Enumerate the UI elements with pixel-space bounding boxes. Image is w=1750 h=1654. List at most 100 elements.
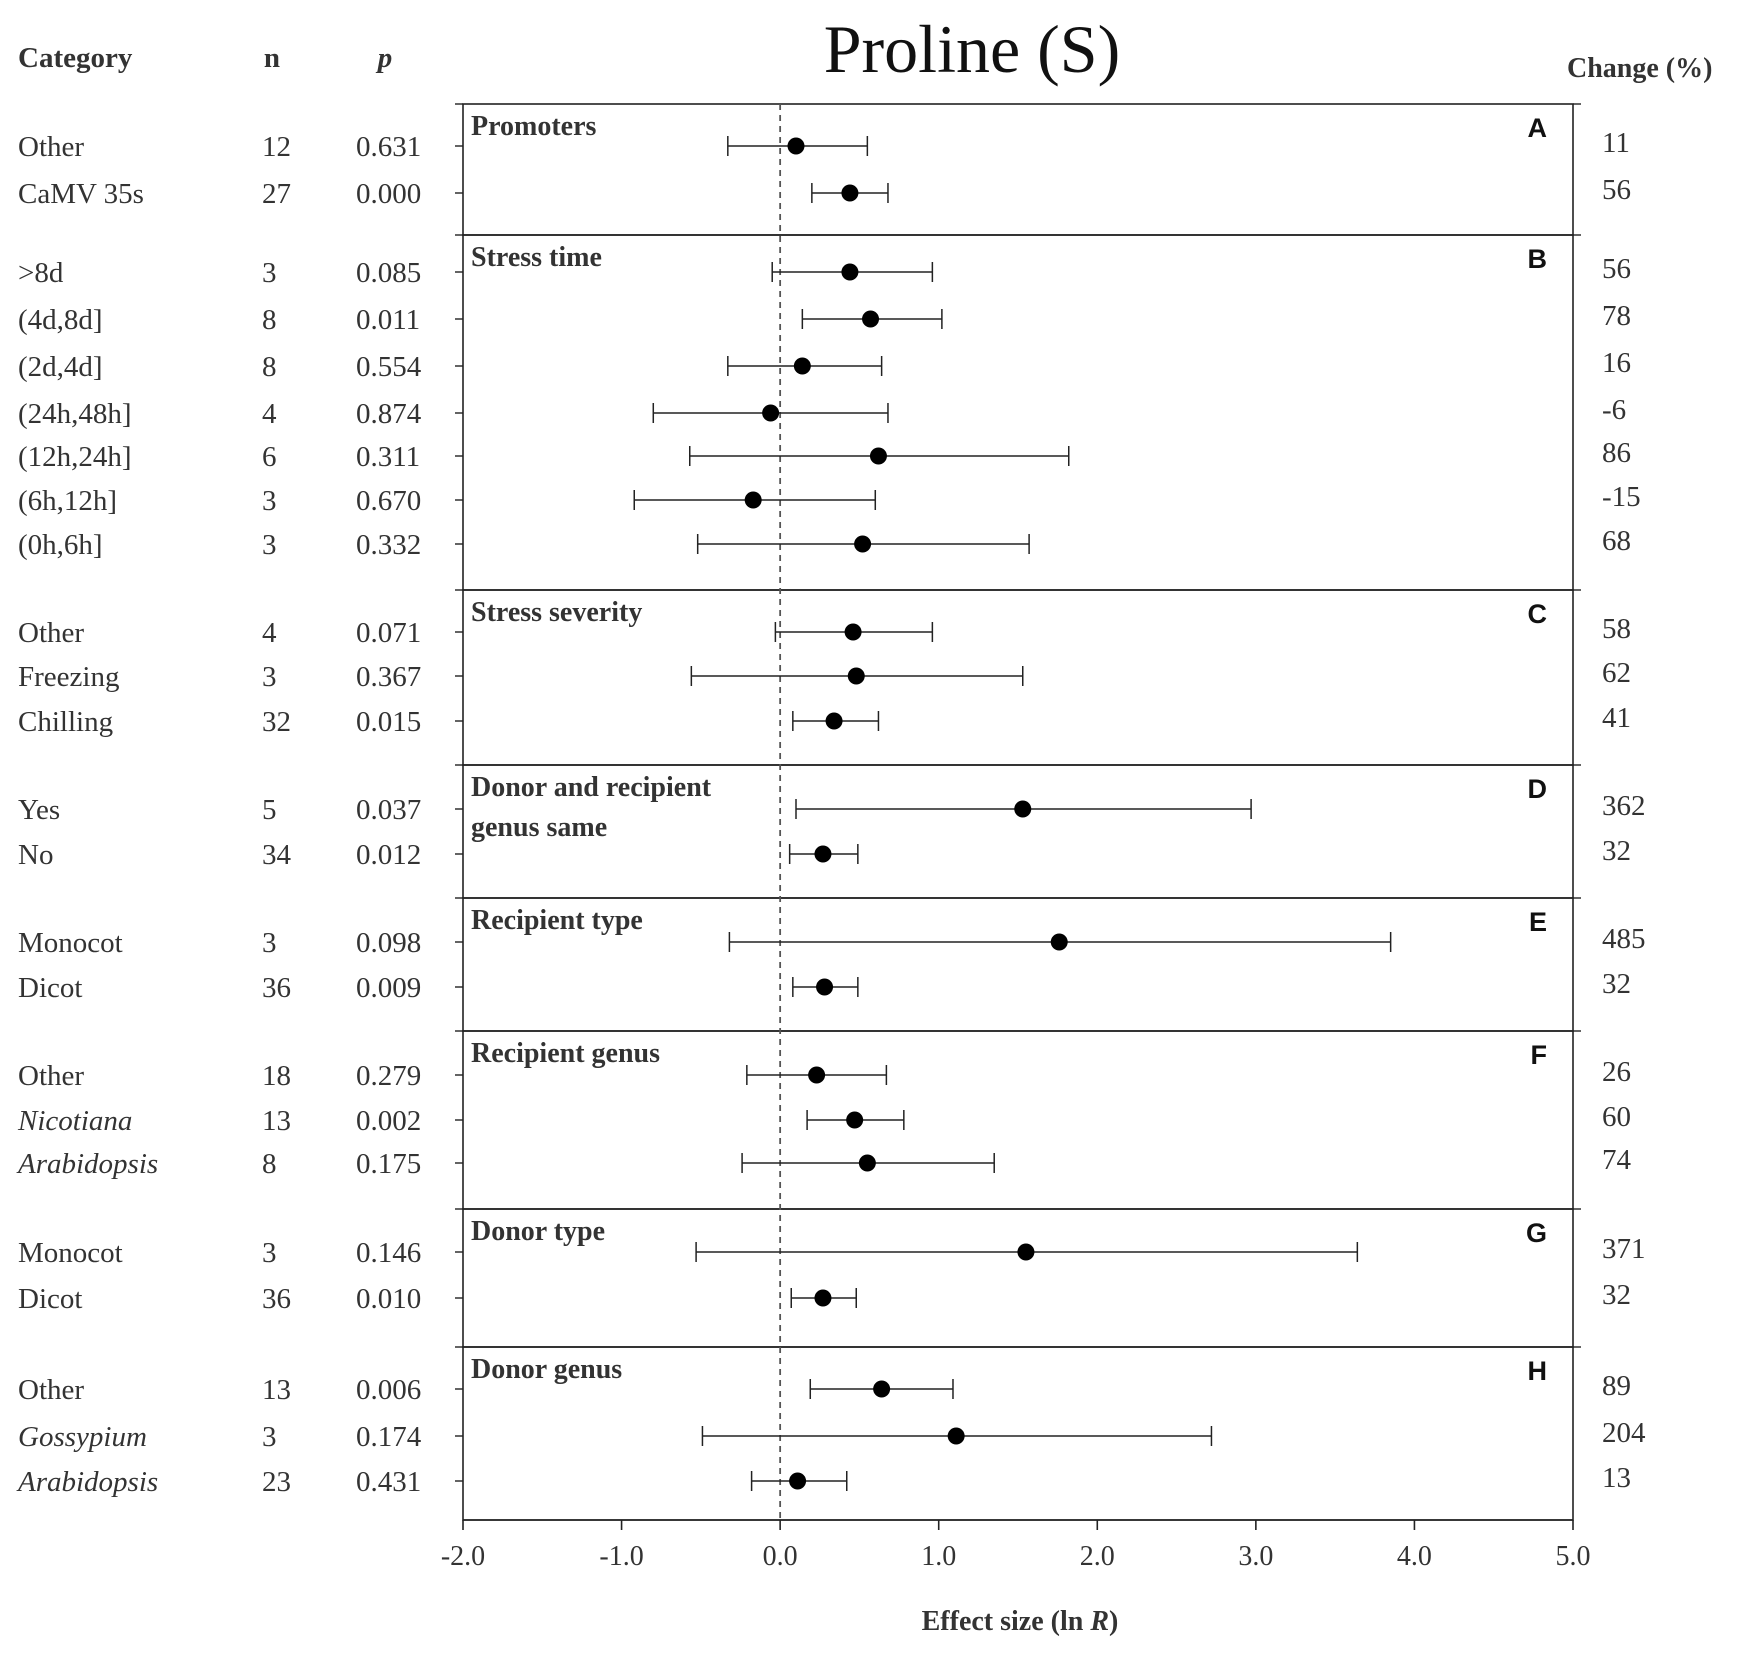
x-tick-label: 4.0	[1397, 1541, 1432, 1572]
row-label: (6h,12h]	[18, 485, 117, 517]
row-p-value: 0.367	[356, 661, 421, 693]
row-n: 12	[262, 131, 291, 163]
panel-title: Recipient genus	[471, 1038, 660, 1069]
row-n: 3	[262, 257, 277, 289]
row-p-value: 0.037	[356, 794, 421, 826]
effect-point	[787, 137, 805, 155]
row-change-percent: 485	[1602, 923, 1646, 955]
effect-point	[762, 404, 780, 422]
row-p-value: 0.146	[356, 1237, 421, 1269]
effect-point	[1017, 1243, 1035, 1261]
row-p-value: 0.011	[356, 304, 420, 336]
row-n: 13	[262, 1105, 291, 1137]
panel-letter: G	[1526, 1218, 1547, 1248]
row-p-value: 0.311	[356, 441, 420, 473]
panel-title: Stress severity	[471, 597, 642, 628]
panel-letter: B	[1528, 244, 1548, 274]
row-n: 18	[262, 1060, 291, 1092]
row-p-value: 0.000	[356, 178, 421, 210]
row-n: 34	[262, 839, 292, 871]
effect-point	[1014, 800, 1032, 818]
row-change-percent: 362	[1602, 790, 1646, 822]
row-p-value: 0.085	[356, 257, 421, 289]
x-tick-label: -2.0	[441, 1541, 485, 1572]
row-p-value: 0.554	[356, 351, 422, 383]
row-n: 4	[262, 617, 277, 649]
effect-point	[873, 1380, 891, 1398]
row-label: Nicotiana	[17, 1105, 132, 1137]
row-label: Freezing	[18, 661, 119, 693]
row-n: 8	[262, 351, 277, 383]
row-n: 27	[262, 178, 291, 210]
row-change-percent: 56	[1602, 253, 1631, 285]
row-label: Other	[18, 617, 84, 649]
row-change-percent: 86	[1602, 437, 1631, 469]
header-category: Category	[18, 42, 133, 74]
row-label: (0h,6h]	[18, 529, 103, 561]
row-label: CaMV 35s	[18, 178, 144, 210]
row-p-value: 0.631	[356, 131, 421, 163]
x-tick-label: 5.0	[1556, 1541, 1591, 1572]
effect-point	[854, 535, 872, 553]
row-n: 3	[262, 927, 277, 959]
panel-title: Donor type	[471, 1216, 605, 1247]
row-n: 3	[262, 1421, 277, 1453]
row-change-percent: 58	[1602, 613, 1631, 645]
row-label: (24h,48h]	[18, 398, 132, 430]
effect-point	[847, 667, 865, 685]
panel-letter: C	[1528, 599, 1548, 629]
chart-title: Proline (S)	[824, 11, 1121, 87]
row-label: (2d,4d]	[18, 351, 103, 383]
panel-title: Promoters	[471, 111, 597, 142]
effect-point	[858, 1154, 876, 1172]
header-change: Change (%)	[1567, 53, 1712, 84]
row-change-percent: 32	[1602, 1279, 1631, 1311]
effect-point	[844, 623, 862, 641]
effect-point	[841, 184, 859, 202]
row-label: (12h,24h]	[18, 441, 132, 473]
row-change-percent: -6	[1602, 394, 1626, 426]
row-p-value: 0.279	[356, 1060, 421, 1092]
row-p-value: 0.175	[356, 1148, 421, 1180]
row-change-percent: 16	[1602, 347, 1631, 379]
panel-title: Donor and recipient	[471, 772, 712, 803]
effect-point	[825, 712, 843, 730]
row-p-value: 0.015	[356, 706, 421, 738]
panel-title: Stress time	[471, 242, 602, 273]
effect-point	[744, 491, 762, 509]
row-change-percent: 62	[1602, 657, 1631, 689]
row-label: Arabidopsis	[16, 1466, 158, 1498]
row-change-percent: 11	[1602, 127, 1630, 159]
row-n: 36	[262, 972, 291, 1004]
effect-point	[814, 845, 832, 863]
row-label: Monocot	[18, 927, 123, 959]
header-layer: Proline (S) Category n p Change (%) Other 12 0.…	[16, 11, 1712, 1498]
row-label: No	[18, 839, 53, 871]
x-tick-label: 2.0	[1080, 1541, 1115, 1572]
row-label: Dicot	[18, 1283, 82, 1315]
effect-point	[816, 978, 834, 996]
row-p-value: 0.098	[356, 927, 421, 959]
effect-point	[793, 357, 811, 375]
row-change-percent: 60	[1602, 1101, 1631, 1133]
row-label: >8d	[18, 257, 64, 289]
effect-point	[814, 1289, 832, 1307]
effect-point	[841, 263, 859, 281]
row-n: 3	[262, 661, 277, 693]
panel-letter: H	[1528, 1356, 1548, 1386]
row-p-value: 0.874	[356, 398, 422, 430]
row-n: 4	[262, 398, 277, 430]
row-change-percent: 371	[1602, 1233, 1646, 1265]
panel-title: Recipient type	[471, 905, 643, 936]
row-label: Other	[18, 1374, 84, 1406]
header-p: p	[375, 42, 393, 74]
row-label: (4d,8d]	[18, 304, 103, 336]
row-n: 8	[262, 1148, 277, 1180]
panel-title: genus same	[471, 812, 607, 843]
row-label: Other	[18, 1060, 84, 1092]
x-tick-label: 0.0	[763, 1541, 798, 1572]
panel-letter: E	[1529, 907, 1547, 937]
row-p-value: 0.174	[356, 1421, 422, 1453]
row-p-value: 0.009	[356, 972, 421, 1004]
